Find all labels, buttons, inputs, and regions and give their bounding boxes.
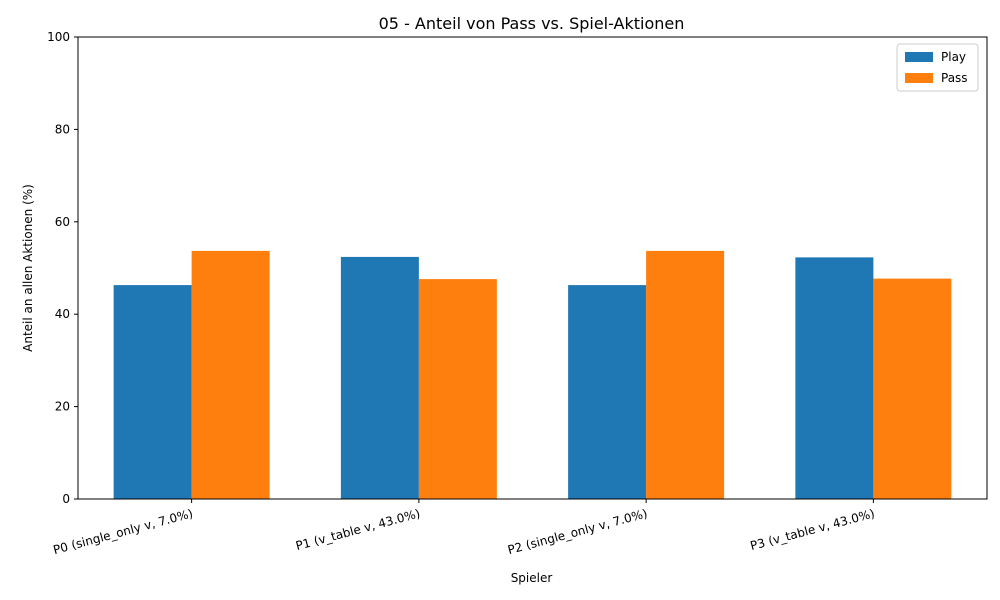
bar-pass-1 [418,279,497,499]
y-tick-label: 20 [55,400,70,414]
x-axis: P0 (single_only v, 7.0%) P1 (v_table v, 4… [52,499,876,557]
bar-play-2 [568,285,647,499]
bar-pass-2 [646,250,725,499]
x-axis-title: Spieler [511,571,553,585]
bar-play-0 [113,285,192,499]
legend-swatch-pass [905,73,933,83]
bar-pass-3 [873,278,952,499]
legend-label-play: Play [941,50,966,64]
y-tick-label: 80 [55,122,70,136]
y-tick-label: 0 [62,492,70,506]
x-tick-label: P1 (v_table v, 43.0%) [294,506,421,553]
y-tick-label: 100 [47,30,70,44]
plot-frame [77,36,988,500]
legend: Play Pass [896,43,979,92]
legend-swatch-play [905,52,933,62]
chart-title: 05 - Anteil von Pass vs. Spiel-Aktionen [379,14,685,33]
y-tick-label: 60 [55,215,70,229]
x-tick-label: P2 (single_only v, 7.0%) [506,506,649,557]
legend-label-pass: Pass [941,71,968,85]
bars-group [113,250,952,499]
y-axis-title: Anteil an allen Aktionen (%) [21,184,35,352]
bar-pass-0 [191,250,270,499]
y-axis: 0 20 40 60 80 100 [47,30,78,506]
y-tick-label: 40 [55,307,70,321]
bar-play-1 [340,256,419,499]
bar-play-3 [795,257,874,499]
x-tick-label: P0 (single_only v, 7.0%) [52,506,195,557]
x-tick-label: P3 (v_table v, 43.0%) [749,506,876,553]
